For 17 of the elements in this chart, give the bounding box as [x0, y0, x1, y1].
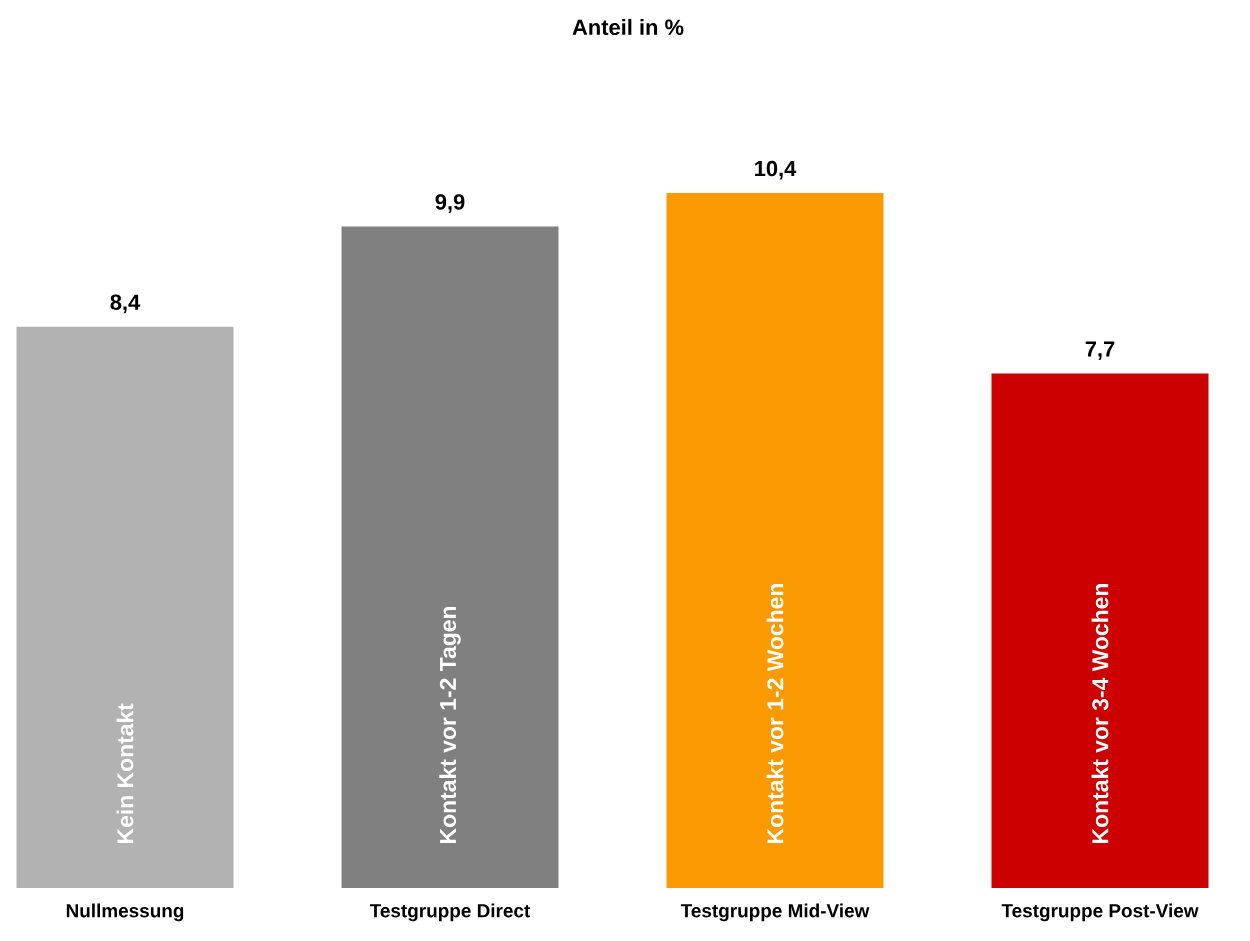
annotation: Kein Kontakt	[116, 703, 134, 843]
bar	[666, 192, 884, 888]
bar	[341, 226, 559, 888]
annotation: Kontakt vor 1-2 Tagen	[439, 606, 461, 843]
data-label: 9,9	[435, 194, 465, 213]
x-tick-label: Testgruppe Mid-View	[680, 903, 870, 922]
data-label: 10,4	[755, 160, 797, 180]
data-label: 8,4	[110, 294, 141, 314]
bar	[16, 326, 234, 888]
bar	[991, 373, 1209, 888]
data-label: 7,7	[1085, 341, 1115, 360]
annotation: Kontakt vor 3-4 Wochen	[1091, 584, 1109, 843]
x-tick-label: Testgruppe Direct	[369, 903, 531, 922]
chart-title: Anteil in %	[572, 18, 684, 36]
annotation: Kontakt vor 1-2 Wochen	[766, 584, 784, 843]
x-tick-label: Testgruppe Post-View	[1001, 903, 1199, 922]
x-tick-label: Nullmessung	[66, 903, 184, 922]
